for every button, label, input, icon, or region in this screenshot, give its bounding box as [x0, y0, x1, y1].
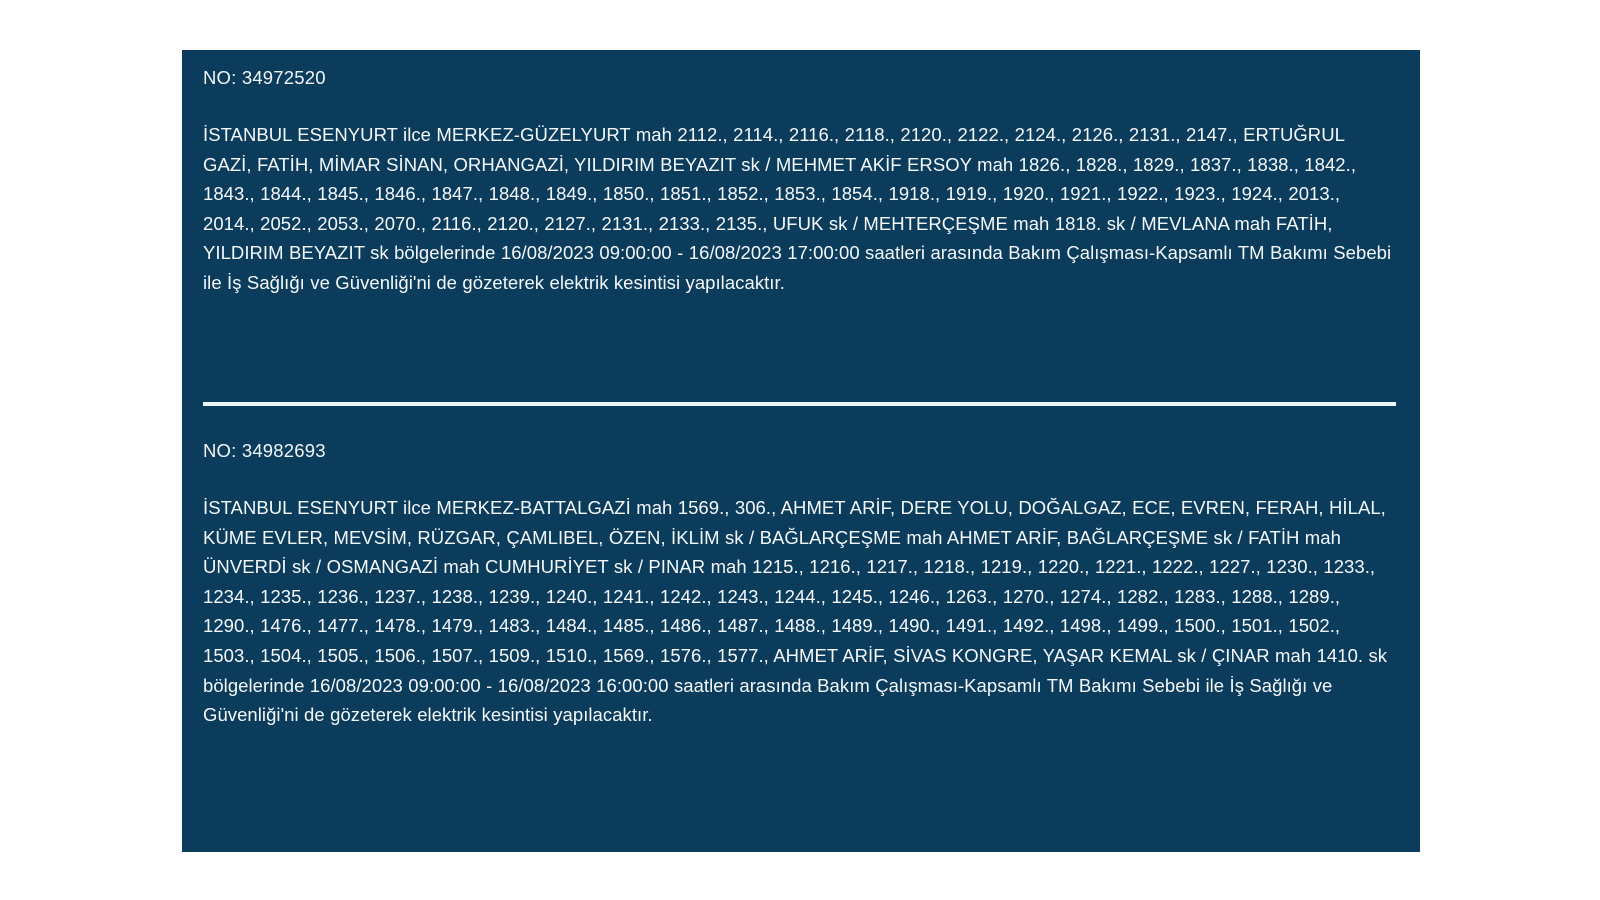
- outage-notice-panel: NO: 34972520 İSTANBUL ESENYURT ilce MERK…: [182, 50, 1420, 852]
- notice-number-2: NO: 34982693: [203, 440, 326, 461]
- notice-number-1: NO: 34972520: [203, 67, 326, 88]
- notice-body-2: İSTANBUL ESENYURT ilce MERKEZ-BATTALGAZİ…: [203, 497, 1388, 726]
- notice-body-1: İSTANBUL ESENYURT ilce MERKEZ-GÜZELYURT …: [203, 124, 1392, 293]
- notice-block-1: NO: 34972520 İSTANBUL ESENYURT ilce MERK…: [203, 58, 1395, 298]
- notice-divider: [203, 402, 1396, 406]
- notice-block-2: NO: 34982693 İSTANBUL ESENYURT ilce MERK…: [203, 431, 1395, 730]
